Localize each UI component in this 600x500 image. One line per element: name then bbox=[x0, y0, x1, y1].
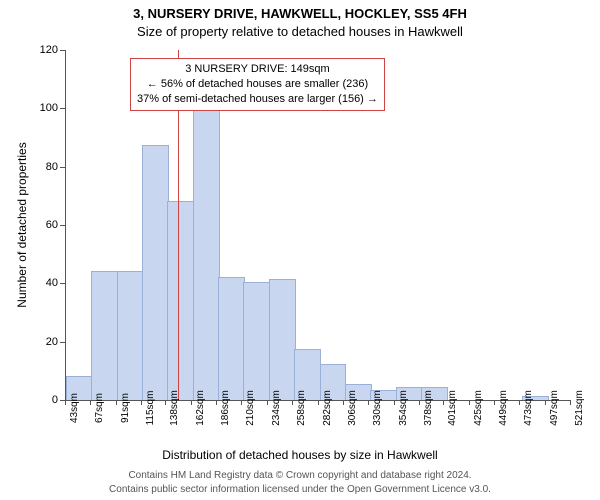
histogram-bar bbox=[167, 201, 194, 400]
y-tick-mark bbox=[60, 342, 65, 343]
histogram-bar bbox=[218, 277, 245, 401]
x-tick-mark bbox=[292, 400, 293, 405]
x-tick-mark bbox=[469, 400, 470, 405]
x-tick-label: 401sqm bbox=[447, 390, 458, 426]
y-tick-mark bbox=[60, 283, 65, 284]
x-axis-label: Distribution of detached houses by size … bbox=[0, 448, 600, 462]
x-tick-mark bbox=[519, 400, 520, 405]
x-tick-mark bbox=[570, 400, 571, 405]
chart-title-sub: Size of property relative to detached ho… bbox=[0, 24, 600, 39]
x-tick-label: 162sqm bbox=[195, 390, 206, 426]
x-tick-mark bbox=[90, 400, 91, 405]
y-axis-label: Number of detached properties bbox=[15, 142, 29, 307]
y-tick-mark bbox=[60, 108, 65, 109]
x-tick-label: 306sqm bbox=[347, 390, 358, 426]
x-tick-label: 67sqm bbox=[94, 393, 105, 423]
x-tick-label: 378sqm bbox=[423, 390, 434, 426]
x-tick-label: 91sqm bbox=[120, 393, 131, 423]
x-tick-label: 138sqm bbox=[169, 390, 180, 426]
x-tick-mark bbox=[116, 400, 117, 405]
x-tick-mark bbox=[165, 400, 166, 405]
x-tick-mark bbox=[318, 400, 319, 405]
callout-line: 3 NURSERY DRIVE: 149sqm bbox=[137, 62, 378, 77]
x-tick-mark bbox=[545, 400, 546, 405]
y-tick-label: 40 bbox=[46, 277, 58, 289]
y-tick-label: 120 bbox=[40, 44, 58, 56]
x-tick-label: 258sqm bbox=[296, 390, 307, 426]
histogram-bar bbox=[269, 279, 296, 400]
x-tick-label: 473sqm bbox=[523, 390, 534, 426]
y-tick-label: 60 bbox=[46, 219, 58, 231]
chart-title-main: 3, NURSERY DRIVE, HAWKWELL, HOCKLEY, SS5… bbox=[0, 6, 600, 21]
x-tick-label: 497sqm bbox=[549, 390, 560, 426]
y-tick-mark bbox=[60, 167, 65, 168]
x-tick-label: 521sqm bbox=[574, 390, 585, 426]
x-tick-mark bbox=[267, 400, 268, 405]
x-tick-mark bbox=[343, 400, 344, 405]
x-tick-mark bbox=[419, 400, 420, 405]
histogram-bar bbox=[243, 282, 270, 400]
x-tick-mark bbox=[394, 400, 395, 405]
y-tick-label: 20 bbox=[46, 336, 58, 348]
x-tick-mark bbox=[216, 400, 217, 405]
y-tick-label: 100 bbox=[40, 102, 58, 114]
x-tick-label: 210sqm bbox=[245, 390, 256, 426]
y-tick-mark bbox=[60, 225, 65, 226]
y-tick-label: 80 bbox=[46, 161, 58, 173]
callout-box: 3 NURSERY DRIVE: 149sqm← 56% of detached… bbox=[130, 58, 385, 111]
x-tick-label: 282sqm bbox=[322, 390, 333, 426]
histogram-bar bbox=[142, 145, 169, 400]
x-tick-mark bbox=[443, 400, 444, 405]
x-tick-label: 186sqm bbox=[220, 390, 231, 426]
x-tick-mark bbox=[494, 400, 495, 405]
x-tick-label: 115sqm bbox=[145, 391, 156, 426]
x-tick-label: 425sqm bbox=[473, 390, 484, 426]
x-tick-mark bbox=[141, 400, 142, 405]
x-tick-mark bbox=[368, 400, 369, 405]
x-tick-label: 330sqm bbox=[372, 390, 383, 426]
x-tick-label: 234sqm bbox=[271, 390, 282, 426]
x-tick-label: 354sqm bbox=[398, 390, 409, 426]
callout-line: ← 56% of detached houses are smaller (23… bbox=[137, 77, 378, 92]
x-tick-label: 43sqm bbox=[69, 393, 80, 423]
x-tick-mark bbox=[65, 400, 66, 405]
callout-line: 37% of semi-detached houses are larger (… bbox=[137, 92, 378, 107]
x-tick-mark bbox=[191, 400, 192, 405]
histogram-bar bbox=[91, 271, 118, 400]
y-tick-mark bbox=[60, 50, 65, 51]
x-tick-mark bbox=[241, 400, 242, 405]
histogram-bar bbox=[117, 271, 144, 400]
footer-copyright-1: Contains HM Land Registry data © Crown c… bbox=[0, 470, 600, 481]
y-tick-label: 0 bbox=[52, 394, 58, 406]
histogram-bar bbox=[193, 107, 220, 400]
footer-copyright-2: Contains public sector information licen… bbox=[0, 484, 600, 495]
x-tick-label: 449sqm bbox=[498, 390, 509, 426]
